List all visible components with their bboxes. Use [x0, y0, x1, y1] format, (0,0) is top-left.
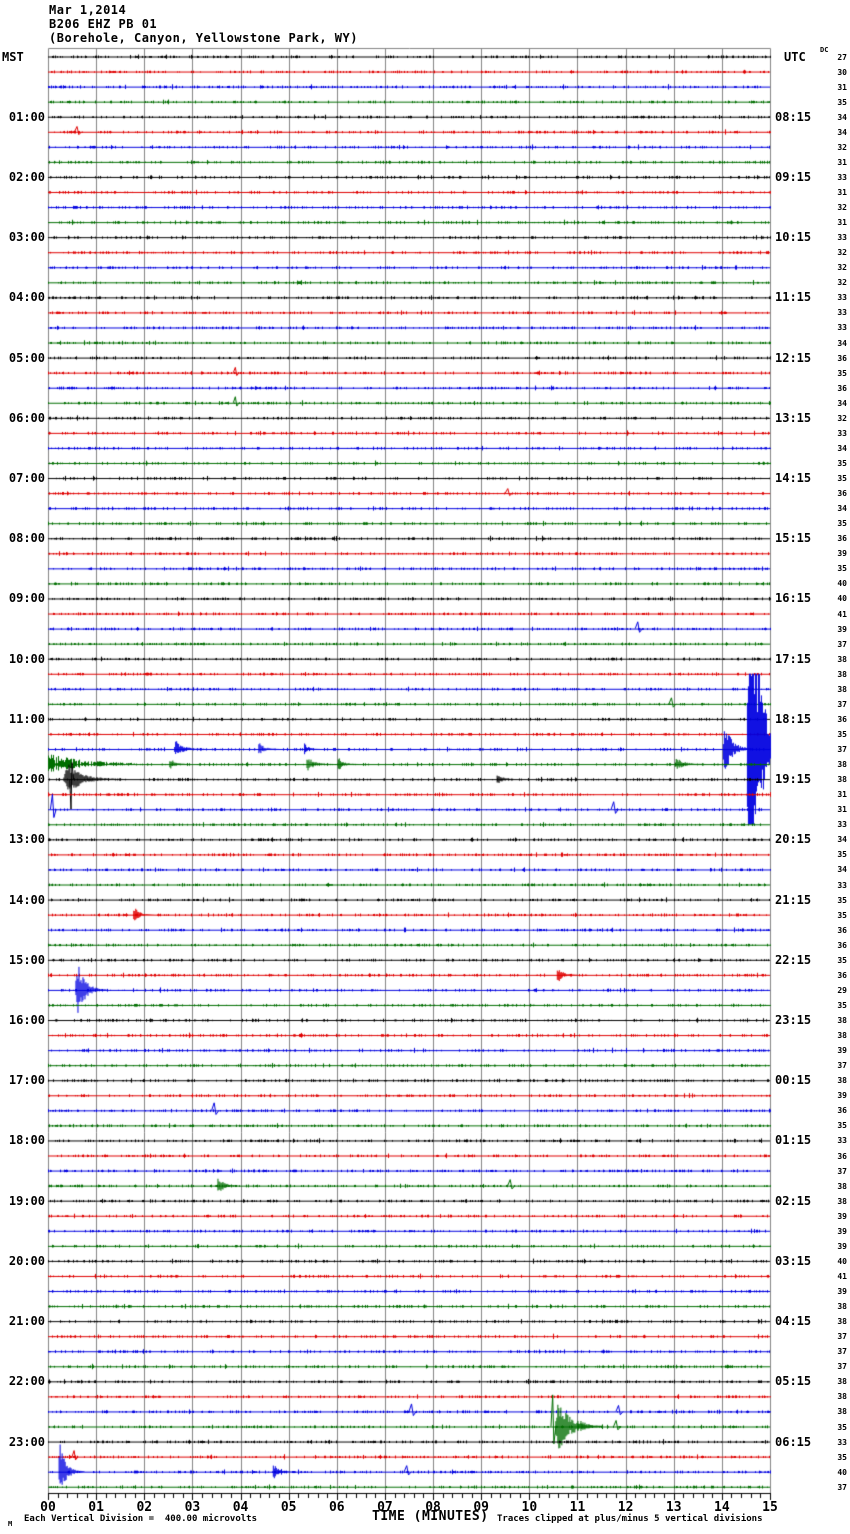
x-axis-title: TIME (MINUTES): [372, 1509, 489, 1524]
left-axis-header: MST: [2, 50, 24, 64]
title-date: Mar 1,2014: [49, 3, 127, 17]
footer-prefix: M: [8, 1520, 13, 1528]
title-station: B206 EHZ PB 01: [49, 17, 158, 31]
footer-scale-note: Each Vertical Division = 400.00 microvol…: [24, 1514, 257, 1524]
right-axis-header: UTC: [784, 50, 806, 64]
title-location: (Borehole, Canyon, Yellowstone Park, WY): [49, 31, 358, 45]
dc-header: DC: [820, 46, 829, 54]
footer-clip-note: Traces clipped at plus/minus 5 vertical …: [497, 1514, 763, 1524]
